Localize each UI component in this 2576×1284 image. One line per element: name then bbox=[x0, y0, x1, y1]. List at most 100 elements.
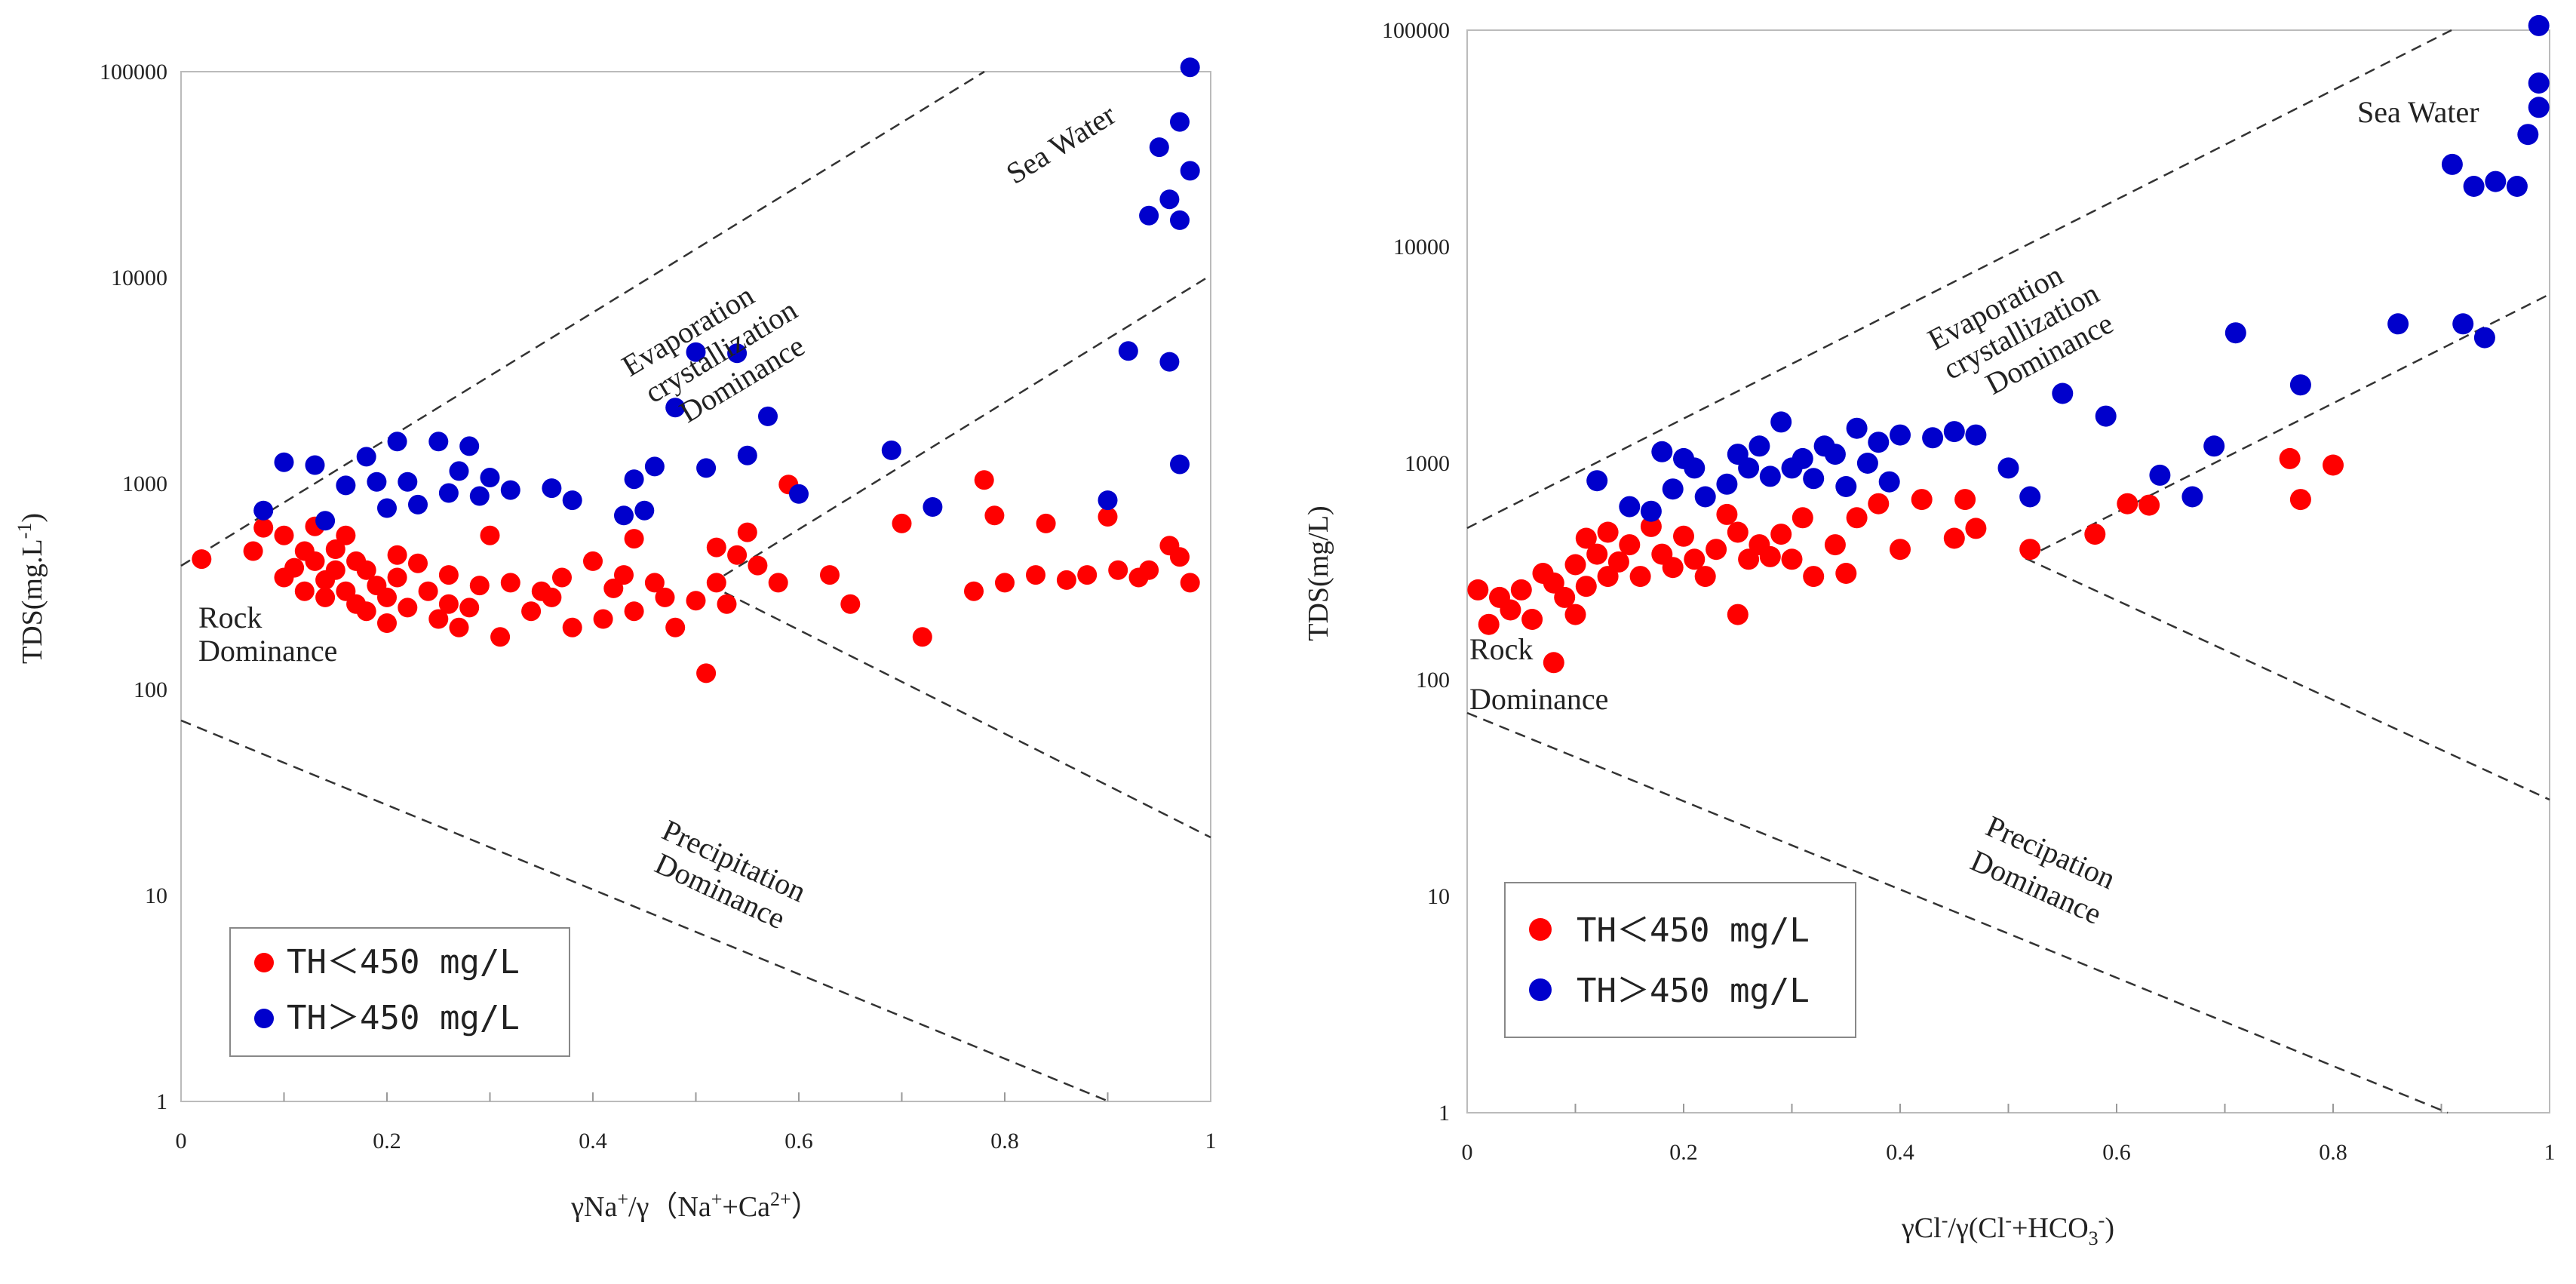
left-data-points bbox=[192, 57, 1200, 683]
right-red-point bbox=[2084, 524, 2106, 545]
left-x-tick-label: 0.6 bbox=[784, 1129, 813, 1153]
left-blue-point bbox=[881, 440, 901, 460]
right-red-point bbox=[1911, 489, 1933, 511]
left-blue-point bbox=[644, 456, 665, 477]
left-red-point bbox=[717, 594, 737, 614]
left-red-point bbox=[418, 581, 438, 601]
right-blue-point bbox=[2052, 382, 2074, 404]
right-x-tick-label: 1 bbox=[2544, 1140, 2556, 1165]
right-red-point bbox=[1890, 539, 1911, 561]
right-y-tick-label: 1000 bbox=[1405, 451, 1450, 476]
left-blue-point bbox=[1180, 57, 1200, 78]
right-red-point bbox=[1727, 521, 1749, 543]
right-blue-point bbox=[1770, 411, 1792, 433]
right-red-point bbox=[1586, 543, 1608, 565]
left-y-tick-label: 100000 bbox=[100, 60, 167, 84]
right-blue-point bbox=[2463, 176, 2485, 197]
left-blue-point bbox=[758, 406, 778, 426]
right-blue-point bbox=[2019, 486, 2041, 508]
right-x-tick-label: 0.6 bbox=[2102, 1140, 2131, 1165]
right-blue-point bbox=[1640, 500, 1662, 522]
right-blue-point bbox=[1792, 447, 1813, 469]
left-y-axis-label: TDS(mg.L-1) bbox=[14, 513, 48, 664]
left-red-point bbox=[356, 560, 376, 580]
left-red-point bbox=[356, 601, 376, 622]
left-legend-red-label: TH＜450 mg/L bbox=[287, 943, 520, 981]
right-blue-point bbox=[1716, 473, 1738, 495]
left-blue-point bbox=[1159, 352, 1180, 372]
left-middle-boundary-line bbox=[708, 274, 1211, 586]
right-red-point bbox=[1597, 521, 1619, 543]
left-blue-point bbox=[398, 472, 418, 492]
left-red-point bbox=[593, 609, 613, 629]
left-red-point bbox=[820, 565, 840, 585]
right-x-tick-label: 0 bbox=[1462, 1140, 1473, 1165]
right-red-point bbox=[2279, 447, 2301, 469]
right-blue-point bbox=[2485, 170, 2507, 192]
right-red-point bbox=[1868, 493, 1890, 515]
right-x-minor-ticks bbox=[1574, 1104, 2442, 1113]
left-red-point bbox=[500, 573, 520, 593]
left-red-point bbox=[665, 617, 686, 637]
left-legend-blue-marker bbox=[254, 1009, 274, 1028]
right-blue-point bbox=[1878, 471, 1900, 493]
left-red-point bbox=[387, 567, 407, 588]
left-blue-point bbox=[336, 475, 356, 496]
right-x-tick-label: 0.4 bbox=[1886, 1140, 1914, 1165]
right-red-point bbox=[1673, 525, 1694, 547]
right-rock-label-line-2: Dominance bbox=[1469, 682, 1608, 716]
left-blue-point bbox=[438, 483, 459, 503]
left-red-point bbox=[305, 551, 325, 571]
left-blue-point bbox=[428, 432, 449, 452]
right-chart: 1 10 100 1000 10000 100000 0 0.2 0.4 0.6… bbox=[1303, 14, 2556, 1249]
right-blue-point bbox=[1997, 457, 2019, 479]
left-red-point bbox=[192, 549, 212, 570]
right-y-tick-label: 100000 bbox=[1382, 18, 1450, 43]
left-red-point bbox=[686, 591, 706, 611]
left-red-point bbox=[1026, 565, 1045, 585]
right-upper-boundary-line bbox=[1466, 29, 2452, 530]
right-blue-point bbox=[1922, 427, 1944, 449]
right-blue-point bbox=[2149, 464, 2171, 486]
left-x-tick-label: 0.4 bbox=[579, 1129, 607, 1153]
left-y-ticks: 1 10 100 1000 10000 100000 bbox=[100, 60, 167, 1114]
left-blue-point bbox=[1180, 161, 1200, 181]
right-red-point bbox=[1716, 503, 1738, 525]
left-red-point bbox=[562, 617, 582, 637]
right-blue-point bbox=[1759, 465, 1781, 487]
right-blue-point bbox=[1662, 478, 1684, 500]
left-red-point bbox=[521, 601, 542, 622]
left-red-point bbox=[469, 576, 490, 596]
left-lower-rock-boundary-line bbox=[708, 583, 1211, 839]
left-red-point bbox=[428, 609, 449, 629]
left-red-point bbox=[542, 587, 562, 607]
right-y-tick-label: 1 bbox=[1438, 1101, 1450, 1126]
right-red-point bbox=[1564, 604, 1586, 625]
left-red-point bbox=[459, 597, 480, 618]
left-red-point bbox=[284, 558, 305, 578]
right-legend-box bbox=[1504, 882, 1856, 1038]
right-blue-point bbox=[2506, 176, 2528, 197]
left-red-point bbox=[603, 578, 624, 598]
left-rock-label-line-1: Rock bbox=[198, 601, 262, 634]
right-middle-boundary-line bbox=[2025, 293, 2550, 560]
right-y-ticks: 1 10 100 1000 10000 100000 bbox=[1382, 18, 1450, 1126]
right-blue-point bbox=[1965, 424, 1987, 446]
left-blue-point bbox=[408, 494, 428, 515]
left-blue-point bbox=[789, 484, 809, 504]
left-red-point bbox=[706, 537, 726, 558]
right-legend-red-label: TH＜450 mg/L bbox=[1577, 911, 1810, 950]
right-red-point bbox=[1738, 548, 1760, 570]
left-blue-point bbox=[562, 490, 582, 511]
left-blue-point bbox=[356, 447, 376, 467]
left-legend-red-marker bbox=[254, 953, 274, 972]
right-blue-point bbox=[1835, 476, 1857, 497]
left-red-point bbox=[480, 525, 500, 545]
left-red-point bbox=[315, 587, 336, 607]
left-chart: 1 10 100 1000 10000 100000 0 0.2 0.4 0.6… bbox=[14, 57, 1217, 1223]
left-blue-point bbox=[665, 398, 686, 418]
right-red-point bbox=[1727, 604, 1749, 625]
right-blue-point bbox=[2387, 313, 2409, 335]
right-red-point bbox=[1467, 579, 1489, 601]
left-blue-point bbox=[1139, 205, 1159, 226]
